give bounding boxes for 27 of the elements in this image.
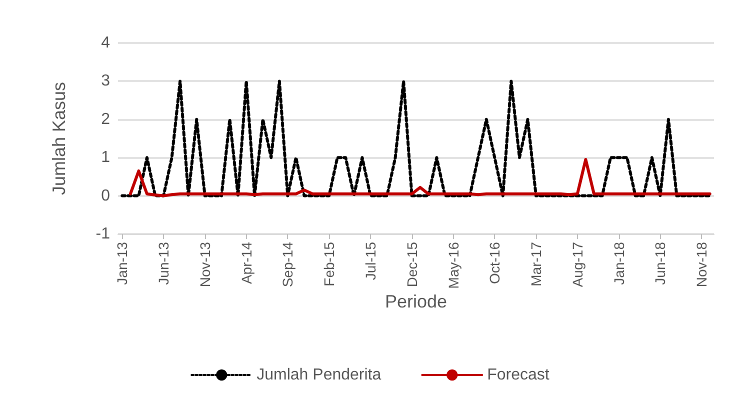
x-tick-label: Nov-13 — [196, 242, 213, 288]
line-series — [128, 158, 712, 198]
x-tick-label: Feb-15 — [321, 242, 338, 286]
x-tick-label: Aug-17 — [569, 242, 586, 288]
x-tick-label: Mar-17 — [528, 242, 544, 286]
y-axis-title: Jumlah Kasus — [49, 82, 69, 196]
legend-label: Jumlah Penderita — [256, 366, 382, 384]
y-tick-label: 0 — [101, 187, 110, 204]
x-tick-label: May-16 — [445, 242, 462, 289]
x-tick-label: Dec-15 — [404, 242, 420, 288]
x-tick-label: Sep-14 — [280, 242, 296, 288]
y-tick-label: 4 — [101, 34, 110, 52]
line-series — [120, 80, 712, 198]
y-tick-label: 2 — [101, 110, 110, 128]
x-tick-label: Jan-13 — [114, 242, 130, 285]
y-tick-label: 3 — [101, 72, 110, 90]
x-axis-title: Periode — [384, 292, 448, 312]
x-tick-label: Apr-14 — [238, 242, 254, 284]
x-tick-label: Oct-16 — [486, 242, 503, 284]
x-tick-label: Jan-18 — [610, 242, 627, 285]
y-tick-label: -1 — [96, 226, 110, 242]
legend-label: Forecast — [487, 366, 550, 384]
y-tick-label: 1 — [101, 149, 110, 166]
x-tick-label: Jun-13 — [156, 242, 172, 285]
x-tick-label: Jun-18 — [652, 242, 668, 285]
x-tick-label: Jul-15 — [362, 242, 378, 280]
x-tick-label: Nov-18 — [694, 242, 710, 288]
